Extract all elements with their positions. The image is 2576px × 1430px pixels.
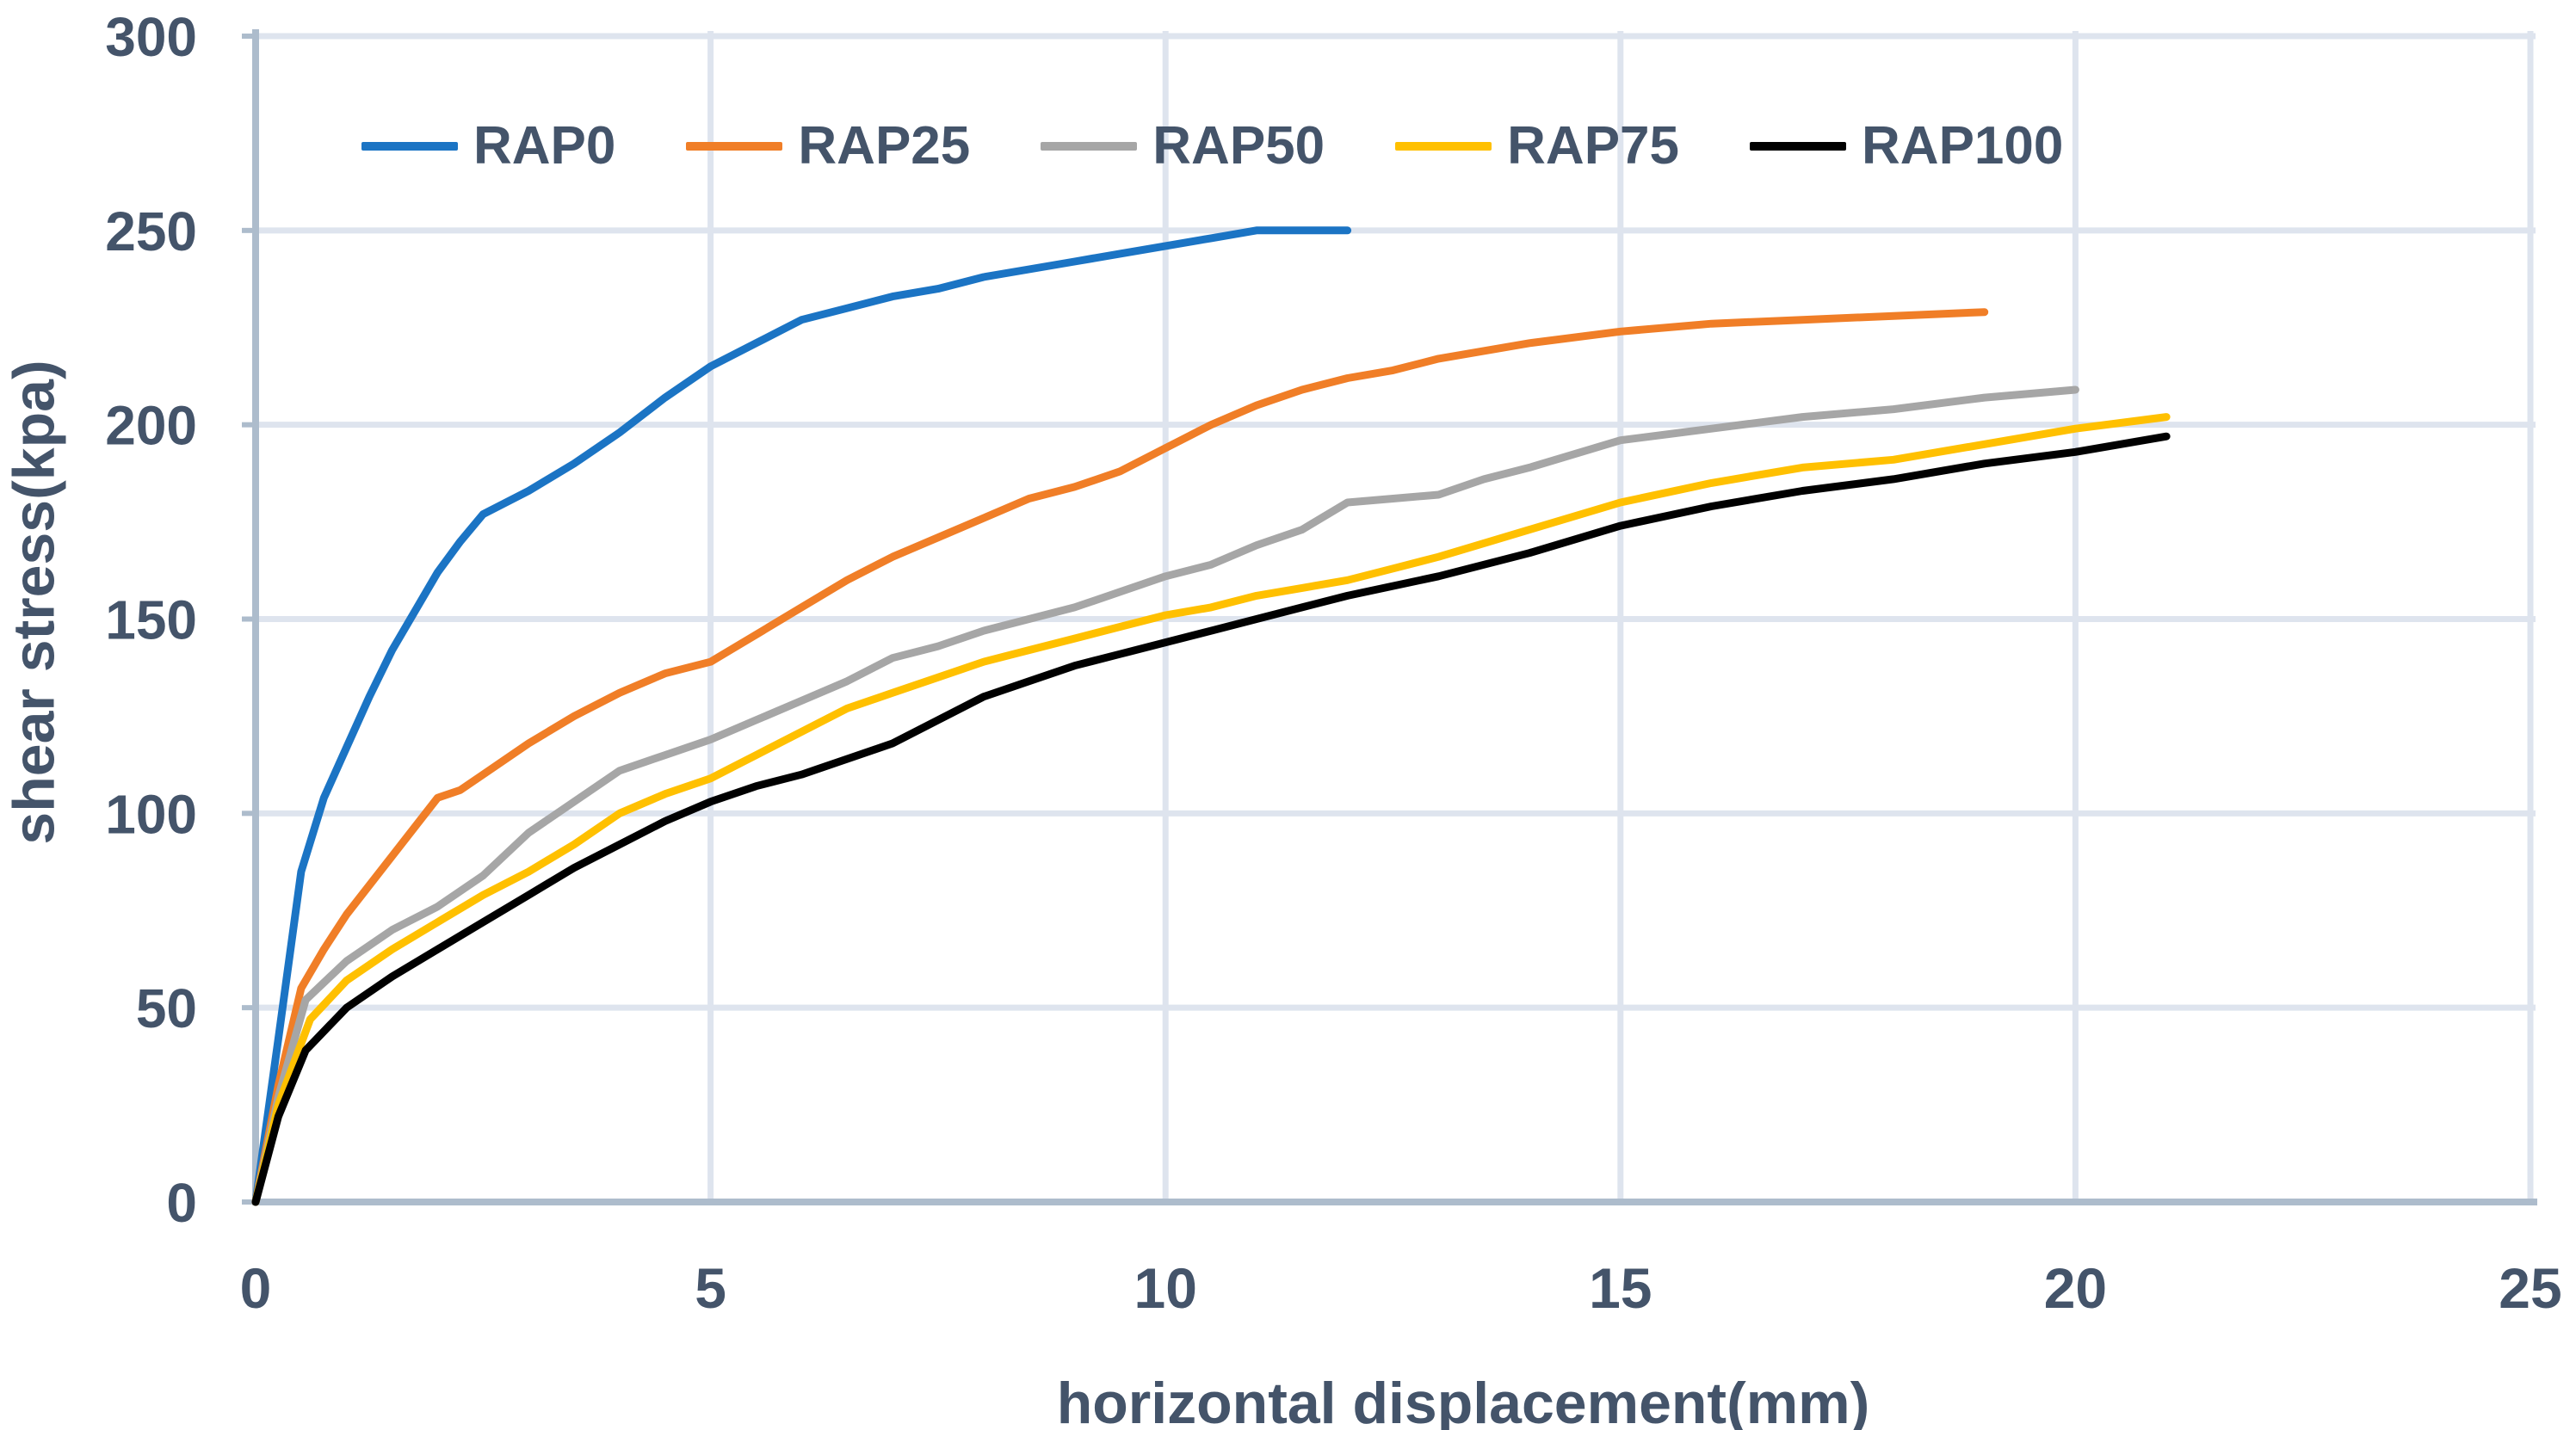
x-tick-label-25: 25 [2499,1256,2561,1320]
y-tick-label-100: 100 [105,783,197,845]
series-line-RAP50 [251,385,2079,1206]
y-axis-title-box: shear stress(kpa) [0,320,301,885]
series-line-RAP0 [251,226,1352,1206]
series-line-RAP75 [251,413,2171,1206]
x-axis-title: horizontal displacement(mm) [1056,1371,1870,1430]
y-axis-title: shear stress(kpa) [1,360,67,845]
x-tick-label-10: 10 [1134,1256,1196,1320]
x-tick-label-0: 0 [240,1256,272,1320]
x-tick-label-5: 5 [695,1256,726,1320]
y-tick-label-0: 0 [166,1172,197,1234]
series-line-RAP100 [251,432,2171,1206]
y-tick-label-200: 200 [105,395,197,457]
x-tick-label-20: 20 [2044,1256,2107,1320]
y-tick-label-150: 150 [105,589,197,651]
series-line-RAP25 [251,308,1989,1206]
y-tick-label-300: 300 [105,6,197,68]
y-tick-label-250: 250 [105,200,197,262]
y-tick-label-50: 50 [136,977,197,1039]
x-tick-label-15: 15 [1589,1256,1652,1320]
